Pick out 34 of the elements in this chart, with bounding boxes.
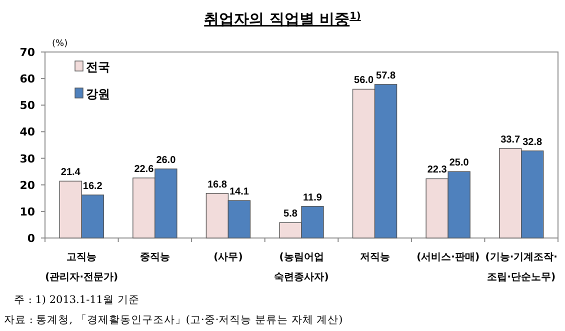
x-tick-label: (농림어업 숙련종사자)	[274, 252, 329, 283]
data-label: 56.0	[354, 75, 374, 86]
data-label: 33.7	[500, 134, 521, 146]
x-tick-label: 저직능	[360, 252, 390, 263]
data-label: 26.0	[156, 154, 176, 166]
legend-label: 전국	[86, 60, 110, 74]
y-tick-label: 20	[20, 178, 36, 192]
y-tick-label: 0	[27, 232, 36, 245]
x-tick-label: 고직능 (관리자·전문가)	[45, 252, 118, 283]
y-tick-label: 10	[20, 205, 36, 218]
y-tick-label: 70	[20, 46, 36, 59]
x-tick-label: 중직능	[140, 252, 170, 263]
x-tick-label: (서비스·판매)	[416, 252, 480, 263]
text: 주 : 1) 2013.1-11월 기준	[14, 294, 140, 306]
y-tick-label: 30	[20, 152, 36, 166]
data-label: 57.8	[376, 70, 396, 82]
y-axis-title: (%)	[52, 39, 68, 49]
x-tick-label: (기능·기계조작· 조립·단순노무)	[485, 252, 558, 283]
text: 자료 : 통계청, 「경제활동인구조사」(고·중·저직능 분류는 자체 계산)	[4, 314, 343, 326]
data-label: 16.2	[82, 180, 103, 192]
x-tick-label: (사무)	[214, 252, 243, 263]
y-tick-label: 40	[20, 126, 36, 139]
data-label: 14.1	[229, 186, 250, 198]
data-label: 25.0	[449, 158, 470, 169]
y-tick-label: 60	[20, 72, 36, 86]
data-label: 32.8	[522, 136, 543, 148]
data-label: 22.3	[427, 164, 448, 176]
data-label: 22.6	[134, 164, 154, 175]
data-label: 16.8	[207, 179, 228, 190]
legend-label: 강원	[86, 87, 110, 101]
data-label: 11.9	[303, 192, 322, 204]
data-label: 21.4	[60, 167, 81, 178]
y-tick-label: 50	[20, 99, 36, 112]
data-label: 5.8	[284, 208, 298, 220]
